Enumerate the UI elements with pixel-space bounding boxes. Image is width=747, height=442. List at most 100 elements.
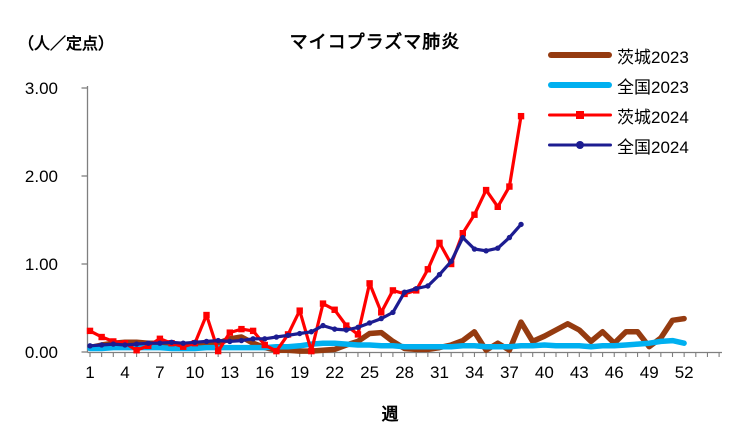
series-2-point — [378, 309, 385, 316]
series-3-point — [87, 343, 93, 349]
legend-label-ibaraki-2023: 茨城2023 — [617, 47, 689, 67]
series-2-point — [238, 325, 245, 333]
legend: 茨城2023 全国2023 茨城2024 全国2024 — [548, 40, 689, 160]
series-line-1 — [87, 337, 687, 352]
series-3-point — [285, 332, 291, 338]
series-2-point — [249, 327, 257, 335]
x-tick-label: 40 — [535, 363, 554, 382]
legend-item-ibaraki-2024: 茨城2024 — [548, 100, 689, 130]
series-line-2 — [88, 114, 523, 353]
legend-item-ibaraki-2023: 茨城2023 — [548, 40, 689, 70]
series-3-point — [331, 326, 338, 332]
legend-label-zenkoku-2023: 全国2023 — [617, 77, 689, 97]
x-tick-label: 1 — [85, 363, 94, 382]
series-2-point — [273, 347, 280, 355]
x-tick-label: 46 — [605, 363, 624, 382]
x-tick-label: 22 — [325, 363, 344, 382]
series-3-point — [401, 289, 408, 295]
x-tick-label: 28 — [395, 363, 414, 382]
series-3-point — [192, 339, 198, 346]
series-3-point — [203, 338, 210, 345]
series-2-point — [471, 211, 478, 218]
series-3-point — [308, 329, 315, 335]
series-3-point — [366, 320, 373, 326]
series-3-point — [460, 234, 466, 241]
x-tick-label: 34 — [465, 363, 484, 382]
series-3-point — [518, 221, 524, 228]
series-3-point — [145, 340, 151, 346]
x-tick-label: 4 — [120, 363, 129, 382]
series-3-point — [355, 324, 361, 331]
x-tick-label: 52 — [675, 363, 694, 382]
series-2-point — [354, 331, 362, 338]
series-2-point — [98, 333, 105, 341]
legend-swatch-zenkoku-2023 — [548, 79, 612, 91]
series-3-point — [250, 336, 256, 342]
x-tick-label: 16 — [255, 363, 274, 382]
series-2-point — [506, 183, 513, 190]
series-3-point — [227, 338, 233, 345]
series-3-point — [436, 271, 443, 278]
series-2-point — [156, 335, 164, 342]
series-3-point — [343, 327, 349, 333]
series-2-point — [331, 306, 338, 313]
x-tick-label: 49 — [640, 363, 659, 382]
series-3-point — [273, 334, 280, 340]
series-2-point — [366, 280, 373, 287]
x-tick-label: 37 — [500, 363, 519, 382]
series-3-point — [413, 285, 419, 292]
series-3-point — [168, 339, 175, 346]
x-axis-title: 週 — [381, 405, 399, 424]
series-2-point — [424, 266, 432, 273]
series-3-point — [425, 283, 431, 289]
x-tick-label: 7 — [155, 363, 164, 382]
series-3-point — [238, 337, 245, 344]
legend-item-zenkoku-2024: 全国2024 — [548, 130, 689, 160]
series-3-point — [98, 342, 105, 348]
legend-swatch-ibaraki-2023 — [548, 49, 612, 61]
legend-swatch-ibaraki-2024 — [548, 109, 612, 121]
y-tick-label: 0.00 — [25, 343, 58, 362]
series-3-point — [110, 341, 117, 347]
x-tick-label: 10 — [185, 363, 204, 382]
series-2-point — [296, 307, 303, 314]
series-2-point — [226, 329, 233, 336]
series-3-point — [448, 258, 454, 265]
y-tick-label: 2.00 — [25, 167, 58, 186]
x-tick-label: 19 — [290, 363, 309, 382]
series-2-point — [180, 343, 187, 350]
series-3-point — [471, 246, 478, 252]
x-tick-label: 13 — [220, 363, 239, 382]
legend-item-zenkoku-2023: 全国2023 — [548, 70, 689, 100]
series-2-point — [308, 347, 315, 355]
series-3-point — [122, 342, 128, 348]
series-3-point — [495, 245, 501, 251]
series-3-point — [262, 336, 268, 342]
series-3-point — [157, 340, 163, 346]
series-3-point — [320, 322, 326, 329]
square-marker-icon — [576, 111, 584, 119]
series-2-point — [517, 112, 525, 120]
series-3-point — [215, 337, 221, 344]
series-2-point — [261, 341, 268, 349]
series-2-point — [436, 239, 443, 247]
y-axis-unit-label: （人／定点） — [18, 36, 115, 53]
series-2-point — [494, 203, 501, 210]
series-3-point — [483, 248, 489, 254]
series-3-point — [378, 315, 384, 322]
series-3-point — [506, 234, 513, 241]
series-2-point — [86, 327, 94, 335]
circle-marker-icon — [576, 141, 584, 149]
legend-label-zenkoku-2024: 全国2024 — [617, 137, 689, 157]
chart-title: マイコプラズマ肺炎 — [289, 32, 461, 52]
series-2-point — [482, 186, 490, 194]
series-3-point — [133, 341, 140, 347]
y-tick-label: 3.00 — [25, 79, 58, 98]
series-3-point — [390, 309, 396, 316]
series-3-point — [180, 340, 186, 346]
series-2-point — [389, 287, 397, 294]
legend-swatch-zenkoku-2024 — [548, 139, 612, 151]
series-2-point — [214, 347, 222, 355]
